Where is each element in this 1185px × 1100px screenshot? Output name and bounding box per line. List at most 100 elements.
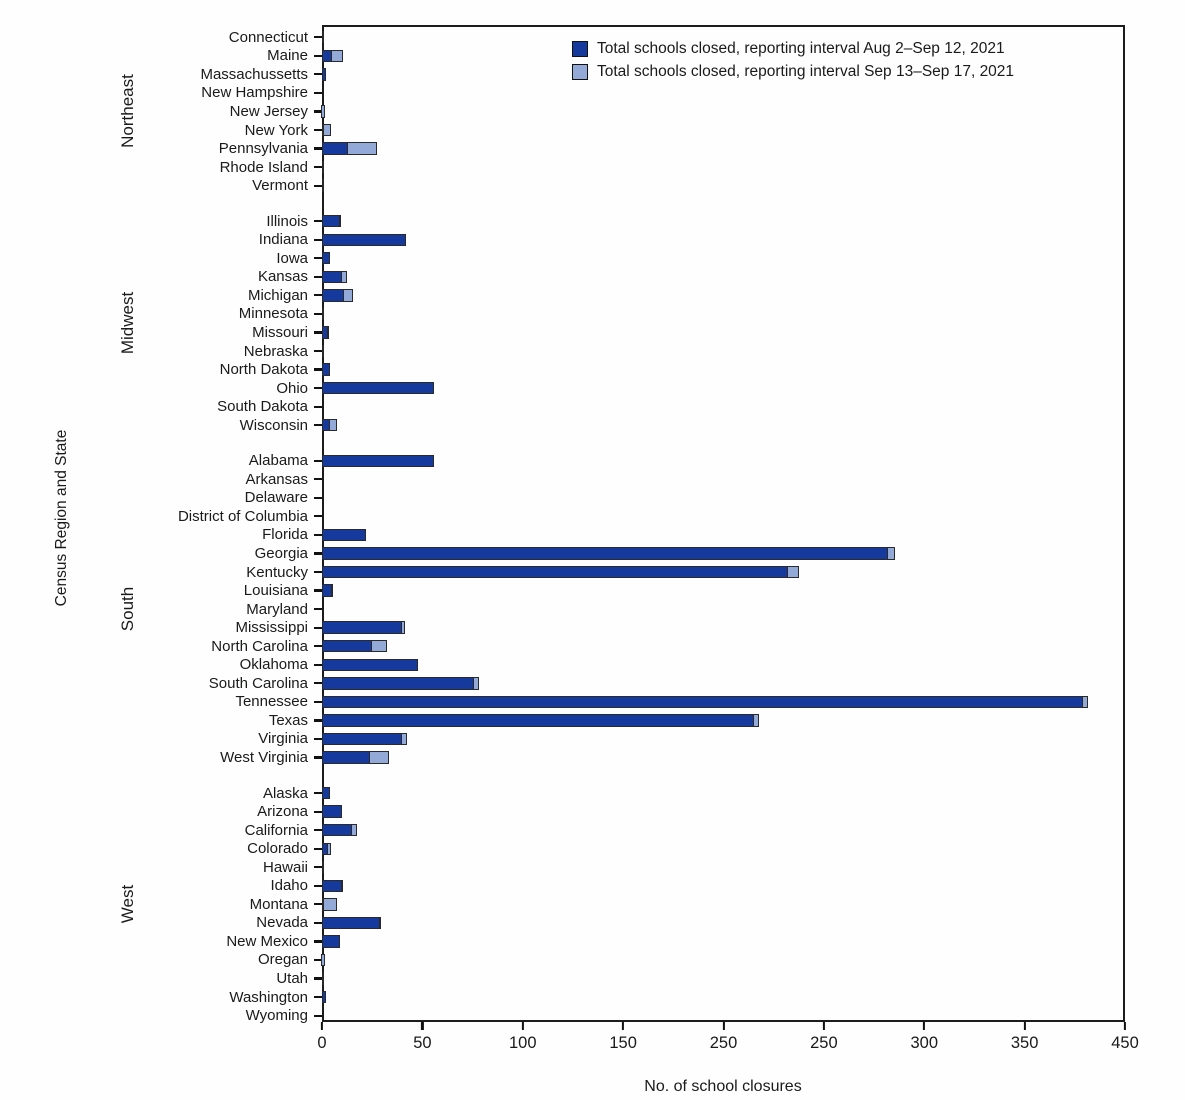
bar-track (322, 695, 1123, 709)
region-label: South (118, 586, 137, 632)
legend-swatch-dark-icon (572, 41, 588, 57)
x-tick-label: 150 (609, 1034, 637, 1052)
bar-track (322, 31, 1123, 44)
state-label: New Jersey (229, 102, 308, 120)
bar-aug2-sep12 (322, 363, 330, 376)
state-label: Minnesota (238, 305, 308, 323)
state-row: Minnesota (0, 305, 1130, 324)
y-tick (314, 184, 322, 187)
state-label: Wyoming (245, 1007, 308, 1025)
bar-sep13-sep17 (340, 270, 347, 284)
state-row: Wyoming (0, 1006, 1130, 1025)
legend-swatch-light-icon (572, 64, 588, 80)
state-row: Alabama (0, 451, 1130, 470)
bar-sep13-sep17 (472, 677, 479, 690)
bar-sep13-sep17 (322, 898, 337, 911)
state-row: Illinois (0, 212, 1130, 231)
bar-aug2-sep12 (322, 695, 1083, 709)
bar-track (322, 454, 1123, 467)
state-row: New York (0, 121, 1130, 140)
state-label: Hawaii (262, 858, 308, 876)
y-tick (314, 829, 322, 832)
bar-track (322, 123, 1123, 137)
state-label: Washington (229, 988, 308, 1006)
y-tick (314, 275, 322, 278)
bar-sep13-sep17 (326, 326, 329, 339)
legend-label: Total schools closed, reporting interval… (597, 63, 1015, 80)
state-label: Maryland (246, 600, 308, 618)
bar-aug2-sep12 (322, 621, 403, 634)
bar-sep13-sep17 (340, 879, 343, 892)
state-label: Nevada (256, 914, 308, 932)
y-tick (314, 533, 322, 537)
state-label: Arkansas (245, 470, 308, 488)
y-tick (314, 958, 322, 962)
x-tick (722, 1022, 725, 1030)
bar-track (322, 547, 1123, 560)
state-row: California (0, 821, 1130, 840)
bar-track (322, 142, 1123, 155)
bar-track (322, 879, 1123, 892)
bar-sep13-sep17 (368, 751, 389, 764)
state-label: South Carolina (208, 674, 308, 692)
bar-track (322, 732, 1123, 746)
bar-track (322, 215, 1123, 228)
state-label: North Dakota (219, 361, 308, 379)
x-tick-label: 450 (1111, 1034, 1139, 1052)
bar-track (322, 270, 1123, 284)
x-tick-label: 250 (810, 1034, 838, 1052)
y-tick (314, 331, 322, 334)
x-axis-title: No. of school closures (644, 1078, 802, 1095)
state-row: Colorado (0, 839, 1130, 858)
bar-aug2-sep12 (322, 381, 435, 395)
state-row: Oklahoma (0, 656, 1130, 675)
bar-track (322, 786, 1123, 800)
state-row: Pennsylvania (0, 139, 1130, 158)
bar-track (322, 344, 1123, 358)
state-label: Alaska (262, 784, 308, 802)
y-tick (314, 700, 322, 703)
state-row: Michigan (0, 286, 1130, 305)
legend-item-sep13-sep17: Total schools closed, reporting interval… (572, 63, 1014, 81)
bar-aug2-sep12 (322, 270, 343, 284)
region-group-northeast: Northeast Connecticut Maine Massachussetts N… (0, 28, 1130, 195)
bar-track (322, 492, 1123, 504)
bar-sep13-sep17 (320, 953, 325, 967)
state-row: Idaho (0, 877, 1130, 896)
x-tick (1023, 1022, 1026, 1030)
state-label: North Carolina (211, 637, 308, 655)
state-label: Missouri (252, 323, 308, 341)
state-row: Nebraska (0, 342, 1130, 361)
bar-sep13-sep17 (322, 123, 331, 137)
state-row: Iowa (0, 249, 1130, 268)
state-row: South Carolina (0, 674, 1130, 693)
bar-sep13-sep17 (887, 547, 896, 560)
state-label: Massachussetts (200, 65, 308, 83)
state-label: Oklahoma (239, 656, 308, 674)
y-tick (314, 220, 322, 223)
y-tick (314, 424, 322, 427)
x-tick-label: 100 (508, 1034, 537, 1052)
bar-track (322, 972, 1123, 985)
state-row: Delaware (0, 489, 1130, 508)
state-row: Florida (0, 526, 1130, 545)
state-label: Wisconsin (239, 416, 308, 434)
y-tick (314, 940, 322, 943)
y-tick (314, 810, 322, 813)
state-row: Kentucky (0, 563, 1130, 582)
state-row: Montana (0, 895, 1130, 914)
state-label: Tennessee (235, 693, 308, 711)
bar-aug2-sep12 (322, 805, 343, 818)
state-label: Iowa (276, 249, 308, 267)
x-tick-label: 0 (317, 1034, 327, 1052)
state-row: Washington (0, 988, 1130, 1007)
state-row: Vermont (0, 176, 1130, 195)
region-label: Northeast (118, 74, 137, 149)
state-label: Indiana (258, 231, 308, 249)
bar-aug2-sep12 (322, 640, 373, 653)
state-label: Connecticut (228, 28, 308, 46)
state-label: West Virginia (220, 749, 308, 766)
state-label: Utah (276, 970, 308, 988)
state-label: Mississippi (235, 619, 308, 637)
y-tick (314, 570, 322, 574)
